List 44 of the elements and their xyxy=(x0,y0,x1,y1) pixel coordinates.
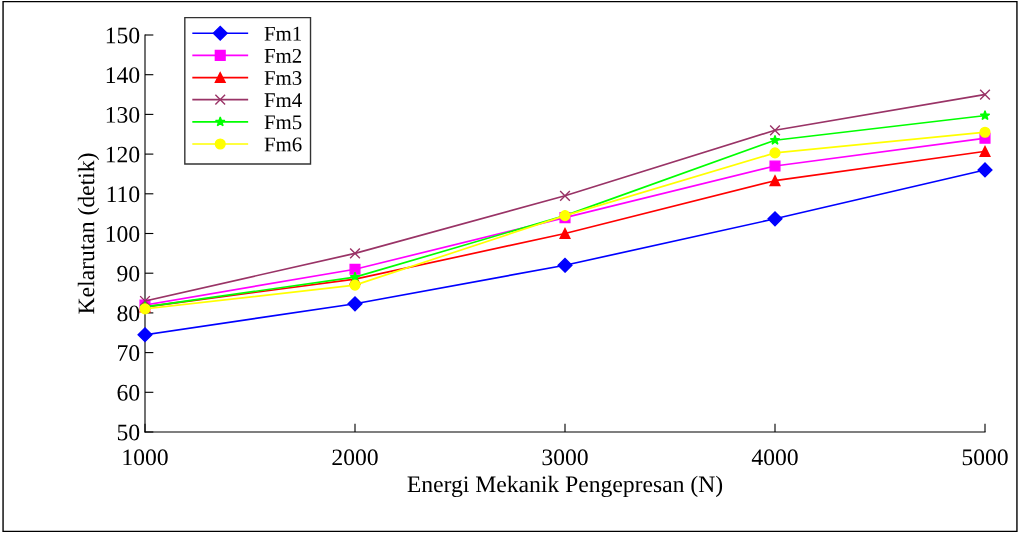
legend-label: Fm5 xyxy=(264,115,302,130)
point xyxy=(557,257,573,273)
x-tick-label: 1000 xyxy=(123,449,168,466)
y-tick-label: 110 xyxy=(107,186,140,203)
point xyxy=(559,190,571,202)
point xyxy=(139,295,151,307)
legend-label: Fm6 xyxy=(264,137,302,152)
y-tick-label: 90 xyxy=(117,265,140,282)
y-tick-label: 120 xyxy=(106,146,140,163)
y-axis-title: Kelarutan (detik) xyxy=(77,153,100,314)
point xyxy=(137,327,153,343)
x-tick-label: 2000 xyxy=(332,449,378,466)
y-tick-label: 140 xyxy=(106,67,140,84)
legend-label: Fm3 xyxy=(264,71,302,86)
y-tick-label: 60 xyxy=(117,384,140,401)
point xyxy=(769,160,781,172)
point xyxy=(349,279,361,291)
point xyxy=(769,124,781,136)
y-tick-label: 100 xyxy=(106,225,140,242)
point xyxy=(767,211,783,227)
legend-label: Fm2 xyxy=(264,48,302,63)
y-tick-label: 130 xyxy=(106,106,140,123)
point xyxy=(769,175,781,187)
y-tick-label: 50 xyxy=(117,424,140,441)
x-axis-title: Energi Mekanik Pengepresan (N) xyxy=(407,475,723,498)
y-tick-label: 80 xyxy=(117,305,140,322)
point xyxy=(979,126,991,138)
point xyxy=(979,110,991,121)
x-tick-label: 3000 xyxy=(542,449,588,466)
y-tick-label: 70 xyxy=(118,345,140,362)
legend-label: Fm1 xyxy=(264,26,301,41)
legend-label: Fm4 xyxy=(264,93,302,107)
point xyxy=(349,263,361,275)
y-tick-label: 150 xyxy=(106,27,140,44)
point xyxy=(769,147,781,159)
x-tick-label: 5000 xyxy=(962,449,1008,466)
point xyxy=(979,145,991,157)
point xyxy=(349,247,361,259)
x-tick-label: 4000 xyxy=(751,449,798,466)
point xyxy=(769,134,781,145)
point xyxy=(559,227,571,240)
point xyxy=(979,88,991,101)
point xyxy=(347,296,363,312)
point xyxy=(977,162,993,178)
